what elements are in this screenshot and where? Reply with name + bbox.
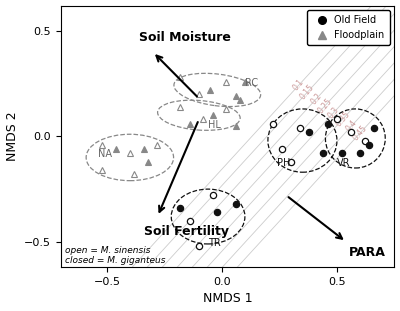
Text: NA: NA xyxy=(98,150,112,160)
Text: 0.15: 0.15 xyxy=(299,83,316,101)
Text: 0.25: 0.25 xyxy=(316,96,334,115)
Text: TR: TR xyxy=(208,238,221,248)
Text: 0.35: 0.35 xyxy=(334,110,352,128)
Text: PARA: PARA xyxy=(348,246,385,259)
Text: Soil Moisture: Soil Moisture xyxy=(139,30,231,44)
Text: 0.1: 0.1 xyxy=(291,78,306,93)
Text: PH: PH xyxy=(277,158,290,168)
X-axis label: NMDS 1: NMDS 1 xyxy=(203,292,252,305)
Text: VR: VR xyxy=(337,158,350,168)
Text: 0.3: 0.3 xyxy=(326,105,341,120)
Y-axis label: NMDS 2: NMDS 2 xyxy=(6,112,18,161)
Text: 0.45: 0.45 xyxy=(352,123,369,142)
Text: 0.4: 0.4 xyxy=(344,118,359,133)
Text: open = M. sinensis
closed = M. giganteus: open = M. sinensis closed = M. giganteus xyxy=(66,246,166,265)
Legend: Old Field, Floodplain: Old Field, Floodplain xyxy=(307,10,390,45)
Text: RC: RC xyxy=(245,78,258,88)
Text: Soil Fertility: Soil Fertility xyxy=(144,225,229,238)
Text: HL: HL xyxy=(208,120,221,130)
Text: 0.2: 0.2 xyxy=(309,91,324,106)
